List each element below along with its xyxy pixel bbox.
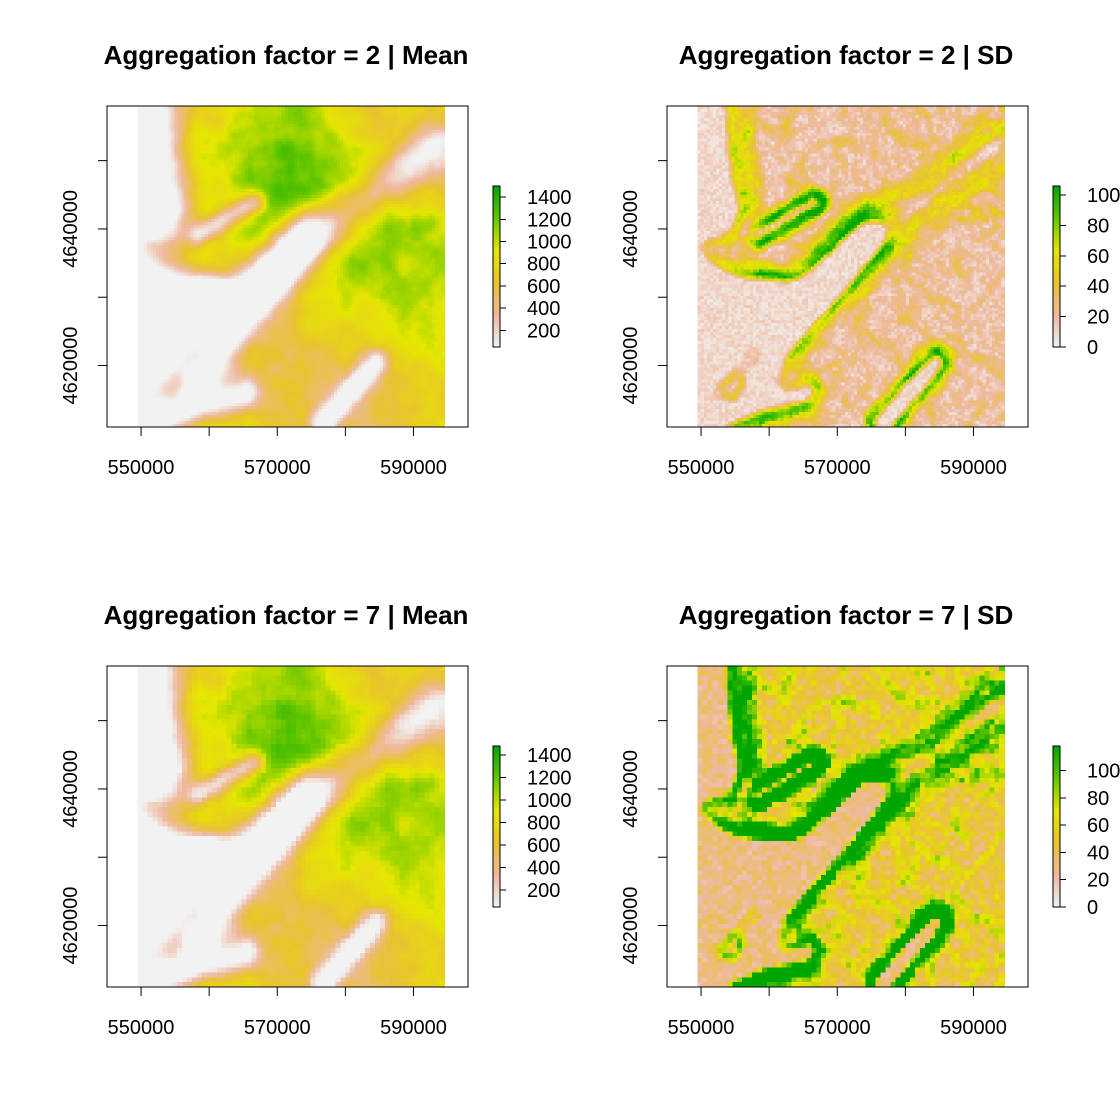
raster-cells	[138, 106, 445, 428]
panel-title: Aggregation factor = 2 | Mean	[104, 40, 469, 70]
